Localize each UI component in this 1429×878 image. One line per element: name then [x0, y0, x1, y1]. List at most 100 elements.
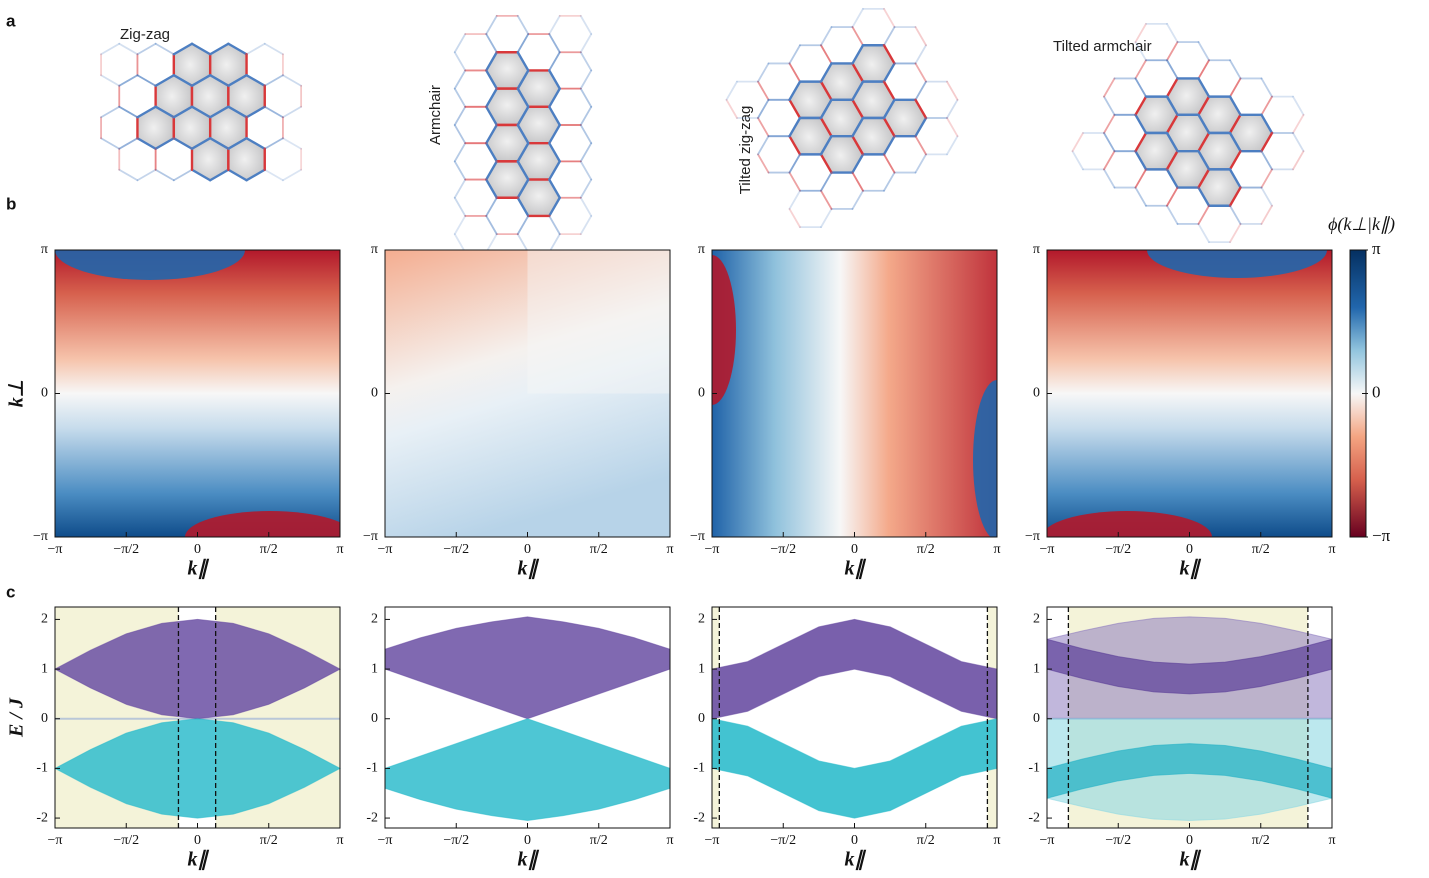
bond: [1228, 168, 1242, 189]
bond: [830, 171, 854, 174]
bond: [1260, 95, 1273, 116]
bond: [1134, 95, 1148, 117]
bond: [1260, 77, 1273, 98]
bond: [819, 98, 833, 120]
bond: [136, 74, 157, 87]
bond: [516, 160, 530, 181]
bond: [485, 51, 498, 72]
bond: [579, 215, 593, 236]
bond: [914, 98, 927, 119]
bond: [820, 26, 833, 47]
bond: [208, 137, 230, 150]
bond: [862, 153, 885, 156]
bond: [914, 62, 927, 83]
bond: [1197, 223, 1210, 244]
heatmap-region: [973, 380, 997, 537]
heatmap-field: [385, 250, 670, 537]
hexagon: [228, 75, 265, 118]
bond: [548, 33, 561, 54]
bond: [118, 105, 139, 119]
bond: [851, 189, 864, 210]
bond: [851, 171, 864, 192]
heatmap-field: [55, 250, 340, 537]
bond: [1166, 59, 1179, 80]
x-tick-label: −π: [705, 542, 720, 557]
bond: [100, 42, 121, 56]
lattice-label: Armchair: [427, 85, 444, 145]
y-tick-label: -1: [1028, 761, 1040, 776]
bond: [1197, 77, 1211, 98]
bond: [154, 105, 176, 119]
x-tick-label: π/2: [260, 542, 278, 557]
bond: [190, 42, 212, 56]
bond: [819, 80, 833, 102]
bond: [548, 14, 561, 35]
hexagon: [821, 99, 863, 137]
bond: [788, 116, 802, 138]
bond: [485, 196, 498, 217]
bond: [819, 62, 833, 83]
bond: [819, 134, 833, 156]
y-axis-label: k⊥: [6, 380, 28, 407]
bond: [485, 160, 498, 181]
bond: [172, 137, 194, 150]
hexagon: [1167, 78, 1209, 115]
bond: [851, 153, 865, 174]
bond: [767, 135, 791, 138]
hexagon: [210, 106, 247, 149]
bond: [548, 215, 561, 236]
bond: [819, 153, 833, 174]
hexagon: [486, 88, 529, 125]
bond: [1113, 150, 1137, 153]
hexagon: [789, 81, 832, 118]
bond: [1207, 131, 1232, 135]
bond: [118, 137, 139, 150]
bond: [757, 80, 770, 101]
bond: [516, 196, 530, 218]
lattice: [1071, 22, 1305, 244]
bond: [788, 153, 801, 174]
x-axis-label: k∥: [1180, 558, 1202, 580]
bond: [757, 153, 770, 174]
y-tick-label: −π: [33, 529, 48, 544]
bond: [1176, 186, 1200, 189]
hexagon: [852, 118, 895, 155]
bond: [820, 189, 833, 210]
bond: [1103, 150, 1116, 171]
bond: [1082, 132, 1105, 134]
y-tick-label: −π: [1025, 529, 1040, 544]
bond: [208, 74, 230, 87]
y-tick-label: -1: [36, 761, 48, 776]
bond: [154, 74, 176, 87]
bond: [208, 105, 230, 119]
y-tick-label: 2: [698, 612, 705, 627]
bond: [245, 105, 266, 119]
x-tick-label: −π/2: [1105, 833, 1131, 848]
bond: [516, 105, 530, 127]
heatmap-region: [527, 250, 670, 394]
bond: [282, 168, 303, 182]
bond: [1260, 131, 1274, 153]
y-tick-label: π: [1033, 242, 1040, 257]
bond: [453, 87, 467, 108]
bond: [1103, 77, 1116, 98]
panel-label: b: [6, 194, 16, 213]
bond: [1166, 59, 1179, 80]
hexagon: [486, 125, 529, 162]
bond: [851, 171, 864, 192]
bond: [767, 62, 791, 65]
bond: [820, 44, 833, 65]
y-tick-label: 0: [1033, 711, 1040, 726]
x-tick-label: 0: [524, 542, 531, 557]
hexagon: [821, 136, 863, 173]
bond: [548, 51, 561, 72]
bond: [946, 117, 959, 138]
bond: [1260, 168, 1273, 189]
bond: [1113, 113, 1137, 116]
x-tick-label: π: [1328, 542, 1335, 557]
bond: [1176, 113, 1200, 117]
bond: [1239, 186, 1263, 189]
hexagon: [852, 45, 895, 82]
bond: [851, 62, 865, 83]
bond: [1260, 95, 1273, 116]
